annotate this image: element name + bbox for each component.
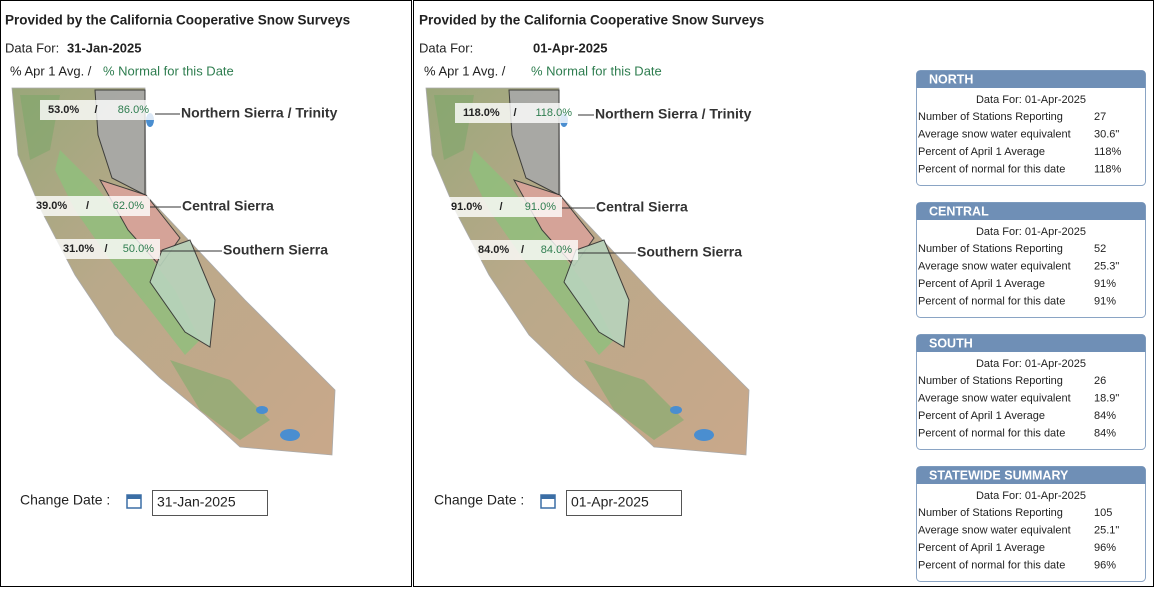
provider-title: Provided by the California Cooperative S… xyxy=(5,13,350,28)
summary-row-value: 91% xyxy=(1094,278,1116,290)
legend-avg: % Apr 1 Avg. / xyxy=(424,63,506,78)
region-separator: / xyxy=(86,200,89,212)
summary-row-value: 84% xyxy=(1094,427,1116,439)
summary-title: STATEWIDE SUMMARY xyxy=(929,468,1069,482)
data-for-date: 01-Apr-2025 xyxy=(533,40,607,55)
summary-row-label: Number of Stations Reporting xyxy=(918,111,1063,123)
summary-row-label: Percent of April 1 Average xyxy=(918,410,1045,422)
region-avg: 91.0% xyxy=(451,201,482,213)
summary-row-value: 18.9" xyxy=(1094,392,1119,404)
summary-row-value: 105 xyxy=(1094,507,1112,519)
date-input-text[interactable]: 31-Jan-2025 xyxy=(157,494,236,510)
summary-data-for: Data For: 01-Apr-2025 xyxy=(976,490,1086,502)
summary-row-label: Percent of normal for this date xyxy=(918,559,1065,571)
region-name: Central Sierra xyxy=(596,199,688,215)
region-label-box xyxy=(28,196,150,216)
data-for-label: Data For: xyxy=(5,40,59,55)
california-map xyxy=(425,87,750,456)
change-date-label: Change Date : xyxy=(434,492,524,508)
region-avg: 53.0% xyxy=(48,104,79,116)
region-avg: 118.0% xyxy=(463,107,500,119)
region-normal: 62.0% xyxy=(113,200,144,212)
summary-row-label: Percent of normal for this date xyxy=(918,163,1065,175)
summary-title: SOUTH xyxy=(929,336,973,350)
provider-title: Provided by the California Cooperative S… xyxy=(419,13,764,28)
region-separator: / xyxy=(95,104,98,116)
summary-row-value: 96% xyxy=(1094,542,1116,554)
summary-row-label: Average snow water equivalent xyxy=(918,128,1071,140)
region-normal: 118.0% xyxy=(536,107,573,119)
summary-row-value: 96% xyxy=(1094,559,1116,571)
legend-normal: % Normal for this Date xyxy=(531,63,662,78)
summary-row-label: Average snow water equivalent xyxy=(918,524,1071,536)
calendar-icon-top xyxy=(541,495,555,499)
summary-row-label: Percent of normal for this date xyxy=(918,427,1065,439)
summary-data-for: Data For: 01-Apr-2025 xyxy=(976,358,1086,370)
summary-row-label: Number of Stations Reporting xyxy=(918,243,1063,255)
region-name: Northern Sierra / Trinity xyxy=(181,105,338,121)
summary-row-label: Percent of April 1 Average xyxy=(918,146,1045,158)
region-avg: 31.0% xyxy=(63,243,94,255)
summary-header xyxy=(916,70,1146,88)
region-normal: 84.0% xyxy=(541,244,572,256)
summary-header xyxy=(916,334,1146,352)
region-label-box xyxy=(40,100,155,120)
region-normal: 91.0% xyxy=(525,201,556,213)
region-normal: 50.0% xyxy=(123,243,154,255)
summary-row-label: Percent of normal for this date xyxy=(918,295,1065,307)
summary-row-value: 84% xyxy=(1094,410,1116,422)
legend-avg: % Apr 1 Avg. / xyxy=(10,63,92,78)
summary-row-value: 27 xyxy=(1094,111,1106,123)
region-separator: / xyxy=(105,243,108,255)
region-name: Central Sierra xyxy=(182,198,274,214)
summary-row-label: Percent of April 1 Average xyxy=(918,278,1045,290)
summary-data-for: Data For: 01-Apr-2025 xyxy=(976,226,1086,238)
region-name: Southern Sierra xyxy=(637,244,742,260)
summary-row-label: Number of Stations Reporting xyxy=(918,375,1063,387)
summary-header xyxy=(916,202,1146,220)
region-normal: 86.0% xyxy=(118,104,149,116)
summary-row-value: 91% xyxy=(1094,295,1116,307)
region-label-box xyxy=(455,103,578,123)
summary-header xyxy=(916,466,1146,484)
summary-row-value: 25.1" xyxy=(1094,524,1119,536)
data-for-date: 31-Jan-2025 xyxy=(67,40,141,55)
calendar-icon-top xyxy=(127,495,141,499)
region-separator: / xyxy=(514,107,517,119)
region-avg: 84.0% xyxy=(478,244,509,256)
region-label-box xyxy=(55,239,160,259)
date-input[interactable] xyxy=(152,490,268,516)
summary-row-label: Average snow water equivalent xyxy=(918,392,1071,404)
legend-normal: % Normal for this Date xyxy=(103,63,234,78)
summary-title: CENTRAL xyxy=(929,204,989,218)
summary-row-label: Percent of April 1 Average xyxy=(918,542,1045,554)
summary-row-value: 52 xyxy=(1094,243,1106,255)
region-name: Southern Sierra xyxy=(223,242,328,258)
region-name: Northern Sierra / Trinity xyxy=(595,106,752,122)
summary-row-value: 25.3" xyxy=(1094,260,1119,272)
summary-row-label: Number of Stations Reporting xyxy=(918,507,1063,519)
region-avg: 39.0% xyxy=(36,200,67,212)
summary-row-value: 26 xyxy=(1094,375,1106,387)
change-date-label: Change Date : xyxy=(20,492,110,508)
summary-title: NORTH xyxy=(929,72,973,86)
summary-row-label: Average snow water equivalent xyxy=(918,260,1071,272)
region-separator: / xyxy=(500,201,503,213)
region-label-box xyxy=(470,240,578,260)
summary-row-value: 30.6" xyxy=(1094,128,1119,140)
region-label-box xyxy=(443,197,562,217)
date-input[interactable] xyxy=(566,490,682,516)
region-separator: / xyxy=(521,244,524,256)
summary-data-for: Data For: 01-Apr-2025 xyxy=(976,94,1086,106)
summary-row-value: 118% xyxy=(1094,146,1122,158)
date-input-text[interactable]: 01-Apr-2025 xyxy=(571,494,649,510)
summary-row-value: 118% xyxy=(1094,163,1122,175)
data-for-label: Data For: xyxy=(419,40,473,55)
california-map xyxy=(11,87,336,456)
